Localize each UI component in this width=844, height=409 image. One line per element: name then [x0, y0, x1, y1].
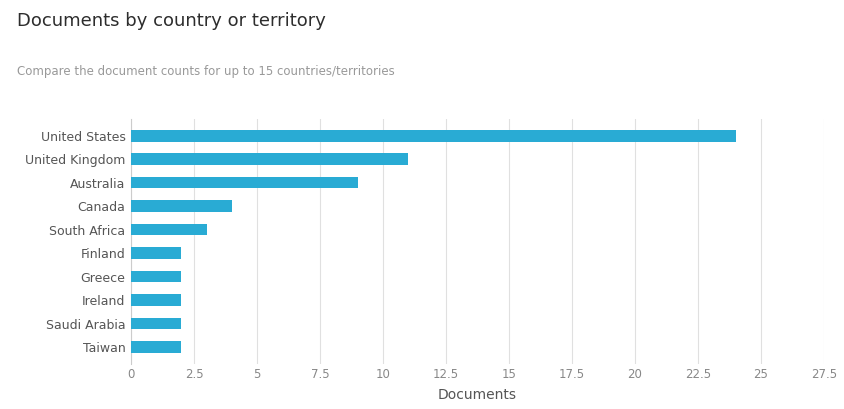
Bar [131, 271, 181, 282]
Bar [131, 200, 231, 212]
Bar [131, 177, 357, 189]
Bar [131, 318, 181, 329]
Text: Compare the document counts for up to 15 countries/territories: Compare the document counts for up to 15… [17, 65, 394, 79]
Bar [131, 130, 735, 142]
Bar [131, 341, 181, 353]
Text: Documents by country or territory: Documents by country or territory [17, 12, 326, 30]
Bar [131, 224, 206, 236]
X-axis label: Documents: Documents [437, 388, 517, 402]
Bar [131, 153, 408, 165]
Bar [131, 294, 181, 306]
Bar [131, 247, 181, 259]
